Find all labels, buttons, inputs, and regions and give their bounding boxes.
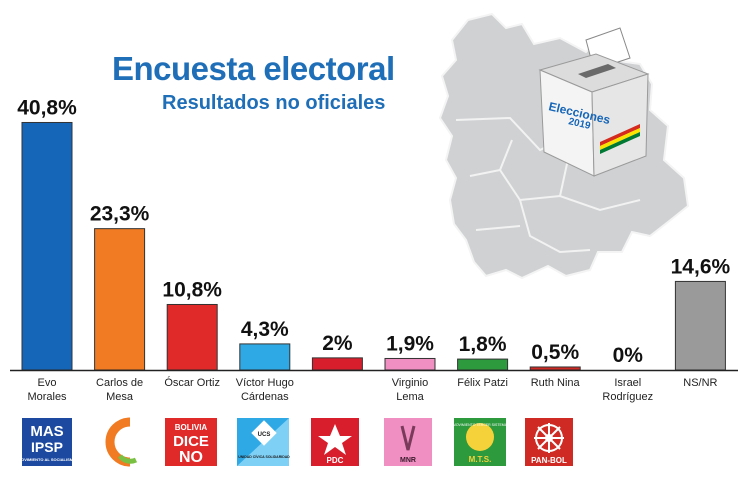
value-label-8: 0% [613, 344, 644, 367]
logo-pan-bol: PAN-BOL [525, 418, 573, 466]
bar-1 [94, 228, 146, 371]
value-label-4: 2% [322, 332, 353, 355]
candidate-label-8-0: Israel [614, 377, 641, 389]
value-label-3: 4,3% [241, 318, 289, 341]
bar-6 [457, 358, 509, 371]
chart-subtitle: Resultados no oficiales [162, 92, 386, 114]
logo-ucs: UCS UNIDAD CÍVICA SOLIDARIDAD [237, 418, 290, 466]
candidate-label-1-0: Carlos de [96, 377, 143, 389]
candidate-label-5-0: Virginio [392, 377, 429, 389]
logo-bdn-line2: DICE [173, 433, 209, 450]
logo-mnr-text: MNR [400, 457, 416, 464]
candidate-label-3-0: Víctor Hugo [236, 377, 294, 389]
logo-ucs-line2: UNIDAD CÍVICA SOLIDARIDAD [238, 454, 290, 459]
logo-pdc: PDC [311, 418, 359, 466]
value-label-5: 1,9% [386, 332, 434, 355]
bar-2 [166, 303, 218, 371]
logo-mas-ipsp: MAS IPSP MOVIMIENTO AL SOCIALISMO [18, 418, 76, 466]
value-label-0: 40,8% [17, 96, 77, 119]
logo-mts: MOVIMIENTO TERCER SISTEMA M.T.S. [453, 418, 508, 466]
value-label-7: 0,5% [531, 341, 579, 364]
logo-mnr: MNR [384, 418, 432, 466]
bar-0 [21, 121, 73, 371]
ballot-box: Elecciones 2019 [538, 27, 650, 177]
bar-5 [384, 357, 436, 371]
logo-mts-arc: MOVIMIENTO TERCER SISTEMA [453, 423, 508, 427]
bar-4 [311, 357, 363, 371]
logo-pdc-text: PDC [327, 456, 344, 465]
bolivia-flag-ribbon [600, 124, 640, 154]
logo-panbol-text: PAN-BOL [531, 456, 567, 465]
candidate-label-8-1: Rodríguez [602, 391, 653, 403]
bar-3 [239, 343, 291, 371]
candidate-label-3-1: Cárdenas [241, 391, 289, 403]
map-department-borders [455, 116, 641, 254]
candidate-label-9-0: NS/NR [683, 377, 717, 389]
value-label-2: 10,8% [162, 278, 222, 301]
logo-mts-text: M.T.S. [469, 455, 492, 464]
ballot-box-year: 2019 [567, 116, 592, 132]
candidate-label-0-0: Evo [38, 377, 57, 389]
value-label-6: 1,8% [459, 333, 507, 356]
candidate-label-6-0: Félix Patzi [457, 377, 508, 389]
logo-mas-line1: MAS [30, 423, 63, 440]
logo-mas-line3: MOVIMIENTO AL SOCIALISMO [18, 457, 76, 462]
candidate-label-5-1: Lema [396, 391, 424, 403]
candidate-label-7-0: Ruth Nina [531, 377, 581, 389]
bar-9 [674, 280, 726, 371]
bar-7 [529, 366, 581, 371]
candidate-label-0-1: Morales [27, 391, 67, 403]
logo-bdn-line1: BOLIVIA [175, 423, 208, 432]
value-label-9: 14,6% [671, 255, 731, 278]
logo-bolivia-dice-no: BOLIVIA DICE NO [165, 418, 217, 466]
logo-mas-line2: IPSP [31, 439, 63, 455]
logo-bdn-line3: NO [179, 449, 203, 466]
candidate-label-1-1: Mesa [106, 391, 134, 403]
value-label-1: 23,3% [90, 203, 150, 226]
logo-comunidad-ciudadana [105, 417, 138, 467]
logo-ucs-line1: UCS [258, 432, 271, 438]
candidate-label-2-0: Óscar Ortiz [164, 376, 220, 389]
bar-chart: 40,8% Evo Morales 23,3% Carlos de Mesa 10,8% Ós… [17, 96, 730, 403]
chart-title: Encuesta electoral [112, 50, 395, 87]
